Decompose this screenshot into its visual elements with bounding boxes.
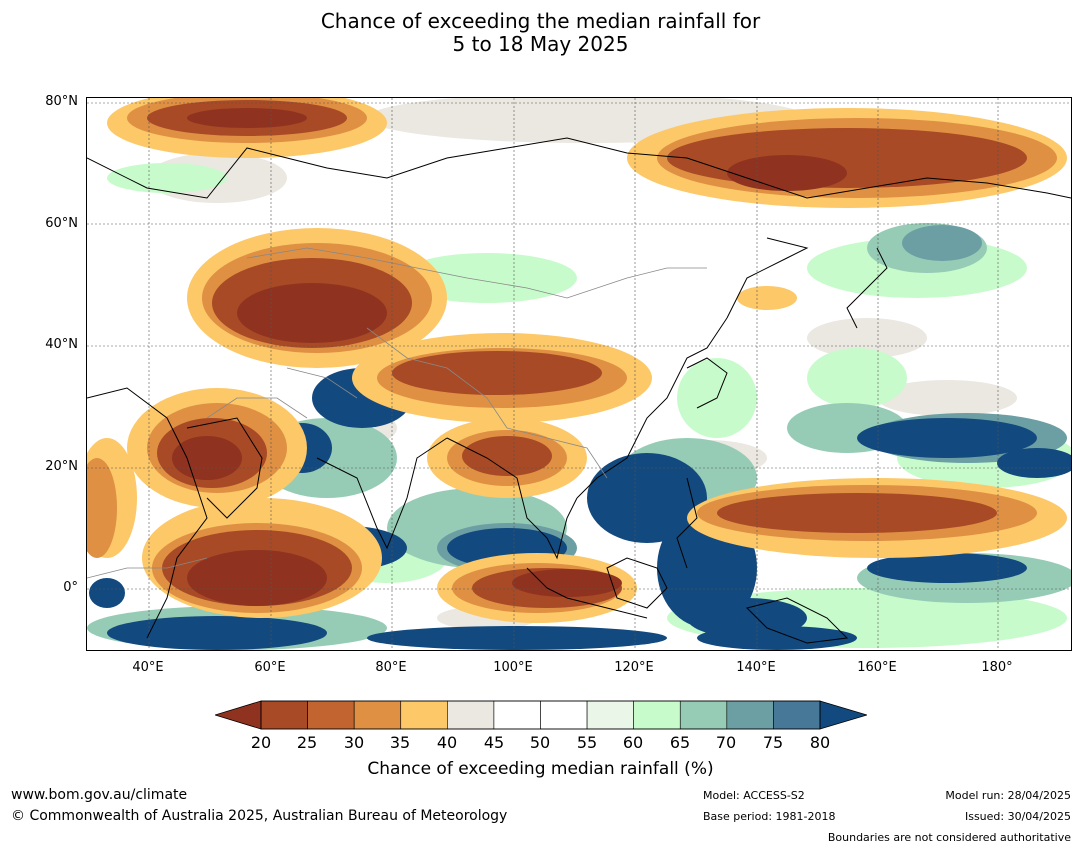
model-name: Model: ACCESS-S2 xyxy=(703,789,805,802)
country-boundaries xyxy=(87,247,707,579)
colorbar-cell xyxy=(447,700,495,730)
colorbar-cell xyxy=(400,700,448,730)
colorbar-cell xyxy=(493,700,541,730)
colorbar xyxy=(215,700,867,730)
colorbar-cell xyxy=(540,700,588,730)
colorbar-cell xyxy=(586,700,634,730)
lon-label-60e: 60°E xyxy=(254,660,286,675)
dry-very-high-regions xyxy=(172,108,847,606)
graticule xyxy=(87,98,1071,650)
lon-label-100e: 100°E xyxy=(493,660,533,675)
colorbar-tick-35: 35 xyxy=(389,733,411,752)
lon-label-40e: 40°E xyxy=(132,660,164,675)
colorbar-tick-45: 45 xyxy=(483,733,505,752)
colorbar-tick-60: 60 xyxy=(622,733,644,752)
lat-label-equator: 0° xyxy=(63,580,78,595)
colorbar-frame xyxy=(260,700,821,730)
map-title: Chance of exceeding the median rainfall … xyxy=(320,9,761,33)
lon-label-140e: 140°E xyxy=(736,660,776,675)
lat-label-40n: 40°N xyxy=(45,337,78,352)
lon-label-160e: 160°E xyxy=(857,660,897,675)
colorbar-tick-20: 20 xyxy=(250,733,272,752)
colorbar-tick-80: 80 xyxy=(809,733,831,752)
lon-label-180: 180° xyxy=(981,660,1013,675)
base-period: Base period: 1981-2018 xyxy=(703,810,836,823)
colorbar-extend-high xyxy=(819,700,867,730)
lon-label-80e: 80°E xyxy=(375,660,407,675)
colorbar-cell xyxy=(633,700,681,730)
colorbar-cell xyxy=(353,700,402,730)
colorbar-extend-low xyxy=(215,700,262,730)
coastlines xyxy=(87,137,1071,644)
lon-label-120e: 120°E xyxy=(614,660,654,675)
colorbar-cell xyxy=(679,700,728,730)
colorbar-tick-70: 70 xyxy=(715,733,737,752)
colorbar-tick-30: 30 xyxy=(343,733,365,752)
lat-label-60n: 60°N xyxy=(45,216,78,231)
copyright-notice: © Commonwealth of Australia 2025, Austra… xyxy=(11,808,508,824)
map-date-range: 5 to 18 May 2025 xyxy=(452,32,629,56)
colorbar-tick-75: 75 xyxy=(762,733,784,752)
colorbar-tick-25: 25 xyxy=(296,733,318,752)
lat-label-20n: 20°N xyxy=(45,459,78,474)
colorbar-tick-40: 40 xyxy=(436,733,458,752)
colorbar-tick-50: 50 xyxy=(529,733,551,752)
lat-label-80n: 80°N xyxy=(45,94,78,109)
issued-date: Issued: 30/04/2025 xyxy=(964,810,1071,823)
model-run-date: Model run: 28/04/2025 xyxy=(945,789,1071,802)
colorbar-cell xyxy=(773,700,821,730)
colorbar-cell xyxy=(726,700,774,730)
colorbar-cell xyxy=(307,700,355,730)
boundary-disclaimer: Boundaries are not considered authoritat… xyxy=(827,831,1071,844)
website-link[interactable]: www.bom.gov.au/climate xyxy=(11,787,188,803)
rainfall-map xyxy=(86,97,1072,651)
colorbar-title: Chance of exceeding median rainfall (%) xyxy=(367,759,714,779)
colorbar-tick-65: 65 xyxy=(669,733,691,752)
colorbar-cell xyxy=(260,700,308,730)
colorbar-cells xyxy=(260,700,821,730)
rainfall-map-canvas xyxy=(87,98,1071,650)
colorbar-tick-55: 55 xyxy=(576,733,598,752)
